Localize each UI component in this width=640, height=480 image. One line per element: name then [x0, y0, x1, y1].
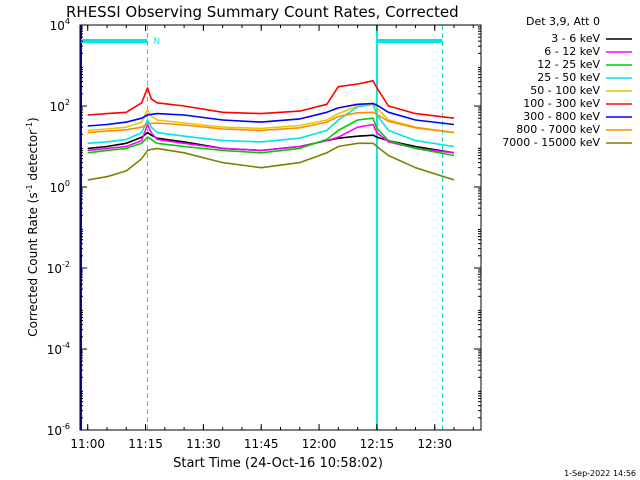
x-tick-label: 11:00 — [70, 437, 105, 451]
chart-title: RHESSI Observing Summary Count Rates, Co… — [66, 3, 459, 21]
legend-label: 6 - 12 keV — [544, 45, 600, 58]
legend-label: 800 - 7000 keV — [516, 123, 600, 136]
series-line-8 — [87, 111, 455, 134]
x-axis-label: Start Time (24-Oct-16 10:58:02) — [173, 456, 383, 471]
legend-label: 300 - 800 keV — [523, 110, 600, 123]
y-tick-label: 10-2 — [47, 260, 70, 276]
series-line-5 — [87, 102, 455, 134]
footer-date: 1-Sep-2022 14:56 — [564, 469, 636, 478]
y-tick-label: 102 — [50, 98, 70, 114]
x-tick-label: 11:15 — [128, 437, 163, 451]
night-flag-label: N — [153, 37, 160, 47]
series-line-9 — [87, 142, 455, 181]
x-tick-label: 12:15 — [360, 437, 395, 451]
x-tick-label: 12:30 — [417, 437, 452, 451]
series-line-3 — [87, 117, 455, 157]
x-tick-label: 11:30 — [186, 437, 221, 451]
legend-label: 3 - 6 keV — [551, 32, 600, 45]
legend-label: 12 - 25 keV — [537, 58, 600, 71]
y-tick-label: 100 — [50, 179, 70, 195]
legend-label: 100 - 300 keV — [523, 97, 600, 110]
y-axis-label: Corrected Count Rate (s-1 detector-1) — [25, 117, 40, 336]
series-line-2 — [87, 123, 455, 154]
y-tick-label: 10-4 — [47, 341, 70, 357]
y-tick-label: 104 — [50, 17, 70, 33]
legend-label: 50 - 100 keV — [530, 84, 600, 97]
legend-title: Det 3,9, Att 0 — [526, 15, 600, 28]
plot-area: N — [80, 25, 455, 430]
legend-label: 7000 - 15000 keV — [502, 136, 600, 149]
series-line-7 — [87, 102, 455, 127]
legend-label: 25 - 50 keV — [537, 71, 600, 84]
x-tick-label: 11:45 — [244, 437, 279, 451]
series-line-6 — [87, 80, 455, 119]
x-tick-label: 12:00 — [302, 437, 337, 451]
axes: 11:00 11:15 11:30 11:45 12:00 12:15 12:30 10-6 1… — [47, 17, 481, 451]
y-tick-label: 10-6 — [47, 422, 70, 438]
